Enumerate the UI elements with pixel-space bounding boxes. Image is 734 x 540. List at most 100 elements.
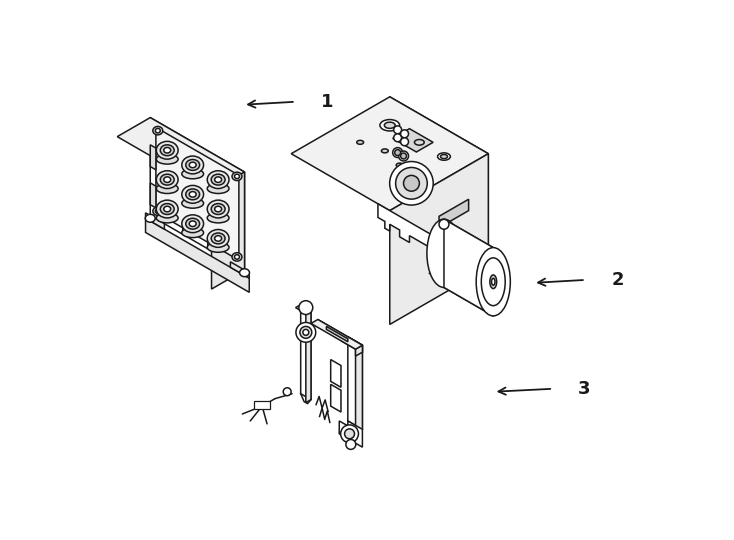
Ellipse shape — [341, 425, 358, 443]
Polygon shape — [331, 360, 341, 387]
Ellipse shape — [393, 147, 402, 158]
Ellipse shape — [186, 159, 200, 171]
Ellipse shape — [207, 171, 229, 188]
Polygon shape — [117, 118, 244, 191]
Ellipse shape — [211, 233, 225, 244]
Polygon shape — [355, 345, 363, 433]
Ellipse shape — [214, 177, 222, 183]
Ellipse shape — [390, 161, 433, 205]
Polygon shape — [355, 345, 363, 356]
Ellipse shape — [235, 174, 239, 179]
Ellipse shape — [182, 215, 203, 233]
Ellipse shape — [482, 258, 505, 306]
Polygon shape — [311, 320, 363, 349]
Ellipse shape — [385, 122, 395, 129]
Ellipse shape — [283, 388, 291, 396]
Polygon shape — [331, 384, 341, 412]
Ellipse shape — [401, 172, 408, 176]
Polygon shape — [150, 118, 244, 270]
Polygon shape — [301, 305, 311, 400]
Polygon shape — [156, 127, 239, 260]
Polygon shape — [444, 219, 493, 316]
Ellipse shape — [395, 150, 401, 156]
Ellipse shape — [153, 207, 163, 215]
Ellipse shape — [300, 326, 312, 338]
Ellipse shape — [303, 329, 309, 335]
Ellipse shape — [239, 269, 250, 276]
Polygon shape — [150, 145, 156, 170]
Ellipse shape — [182, 198, 203, 208]
Polygon shape — [348, 337, 363, 429]
Ellipse shape — [207, 213, 229, 223]
Polygon shape — [145, 218, 250, 292]
Ellipse shape — [492, 278, 495, 285]
Text: 3: 3 — [578, 380, 590, 398]
Ellipse shape — [440, 154, 448, 159]
Ellipse shape — [214, 206, 222, 212]
Text: 1: 1 — [321, 93, 333, 111]
Polygon shape — [393, 129, 433, 152]
Ellipse shape — [156, 129, 160, 133]
Ellipse shape — [189, 221, 196, 226]
Ellipse shape — [156, 184, 178, 193]
Ellipse shape — [156, 213, 178, 223]
Ellipse shape — [207, 200, 229, 218]
Ellipse shape — [232, 172, 242, 180]
Ellipse shape — [182, 156, 203, 174]
Ellipse shape — [437, 153, 451, 160]
Ellipse shape — [396, 167, 427, 199]
Ellipse shape — [410, 137, 428, 147]
Polygon shape — [150, 183, 156, 208]
Ellipse shape — [439, 219, 449, 229]
Ellipse shape — [182, 169, 203, 179]
Ellipse shape — [427, 219, 461, 287]
Ellipse shape — [164, 177, 171, 183]
Ellipse shape — [382, 149, 388, 153]
Polygon shape — [291, 97, 488, 211]
Ellipse shape — [211, 204, 225, 214]
Ellipse shape — [160, 204, 174, 214]
Ellipse shape — [186, 189, 200, 200]
Ellipse shape — [156, 171, 178, 188]
Ellipse shape — [153, 126, 163, 135]
Ellipse shape — [164, 147, 171, 153]
Ellipse shape — [401, 138, 409, 146]
Polygon shape — [339, 421, 363, 447]
Ellipse shape — [145, 214, 155, 222]
Polygon shape — [439, 199, 468, 228]
Ellipse shape — [182, 185, 203, 203]
Ellipse shape — [160, 174, 174, 185]
Polygon shape — [378, 204, 488, 281]
Ellipse shape — [214, 235, 222, 241]
Ellipse shape — [401, 153, 407, 159]
Ellipse shape — [396, 163, 403, 167]
Ellipse shape — [404, 176, 419, 191]
Ellipse shape — [156, 141, 178, 159]
Ellipse shape — [399, 151, 409, 161]
Ellipse shape — [182, 228, 203, 238]
Polygon shape — [341, 337, 363, 349]
Polygon shape — [390, 154, 488, 325]
Ellipse shape — [156, 209, 160, 213]
Polygon shape — [296, 305, 311, 314]
Ellipse shape — [186, 218, 200, 229]
Polygon shape — [306, 310, 311, 403]
Polygon shape — [145, 213, 164, 229]
Ellipse shape — [235, 255, 239, 259]
Ellipse shape — [393, 126, 401, 134]
Ellipse shape — [160, 145, 174, 156]
Ellipse shape — [232, 253, 242, 261]
Ellipse shape — [380, 119, 399, 131]
Polygon shape — [390, 97, 488, 267]
Polygon shape — [211, 172, 244, 289]
Ellipse shape — [346, 440, 356, 449]
Ellipse shape — [156, 200, 178, 218]
Polygon shape — [230, 262, 250, 278]
Ellipse shape — [344, 429, 355, 438]
Ellipse shape — [296, 322, 316, 342]
Ellipse shape — [415, 139, 424, 145]
Ellipse shape — [207, 230, 229, 247]
Ellipse shape — [189, 162, 196, 168]
Polygon shape — [254, 401, 270, 409]
Polygon shape — [318, 320, 363, 352]
